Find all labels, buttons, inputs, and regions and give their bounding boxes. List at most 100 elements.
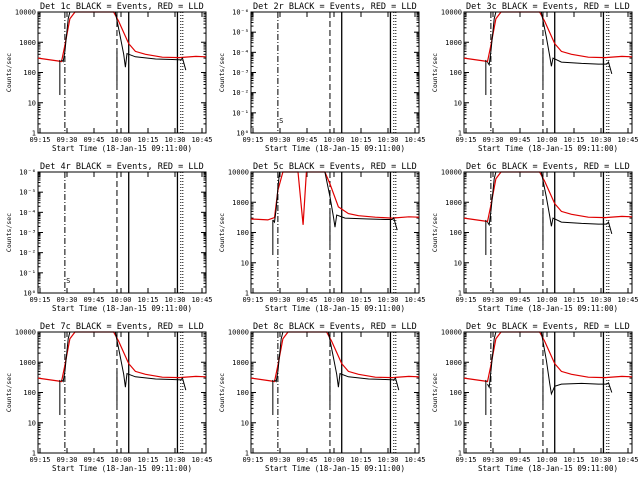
x-tick-label: 10:45: [191, 456, 212, 464]
y-tick-label: 10: [28, 99, 36, 107]
y-tick-label: 10: [454, 419, 462, 427]
x-tick-label: 10:45: [404, 456, 425, 464]
x-tick-label: 10:15: [137, 136, 158, 144]
x-tick-label: 10:15: [563, 296, 584, 304]
y-tick-label: 100: [236, 389, 249, 397]
x-tick-label: 10:00: [536, 136, 557, 144]
y-tick-label: 10000: [15, 9, 36, 17]
x-tick-label: 10:45: [191, 136, 212, 144]
y-tick-label: 10000: [441, 169, 462, 177]
panel-title: Det 8c BLACK = Events, RED = LLD: [253, 322, 417, 332]
y-tick-label: 10⁻⁴: [19, 209, 36, 217]
x-tick-label: 10:00: [536, 296, 557, 304]
panel-title: Det 3c BLACK = Events, RED = LLD: [466, 2, 630, 12]
panel-title: Det 9c BLACK = Events, RED = LLD: [466, 322, 630, 332]
x-axis-label: Start Time (18-Jan-15 09:11:00): [52, 304, 192, 313]
y-tick-label: 10⁰: [23, 290, 36, 298]
events-series-line: [272, 171, 398, 231]
panel-det4: Det 4r BLACK = Events, RED = LLD 10⁻⁶ 10⁻⁵…: [0, 160, 213, 320]
y-tick-label: 10⁻⁴: [232, 49, 249, 57]
x-tick-label: 09:45: [296, 296, 317, 304]
panel-det7: Det 7c BLACK = Events, RED = LLD 10000 100…: [0, 320, 213, 480]
y-tick-label: 1000: [232, 359, 249, 367]
x-tick-label: 10:00: [323, 296, 344, 304]
x-axis-label: Start Time (18-Jan-15 09:11:00): [265, 144, 405, 153]
events-series-line: [61, 331, 187, 391]
chart-svg: Det 4r BLACK = Events, RED = LLD 10⁻⁶ 10⁻⁵…: [5, 162, 213, 313]
x-tick-label: 09:45: [83, 296, 104, 304]
x-tick-label: 10:30: [377, 296, 398, 304]
x-tick-label: 09:30: [482, 296, 503, 304]
y-tick-label: 100: [449, 229, 462, 237]
x-tick-label: 09:30: [56, 296, 77, 304]
y-tick-label: 10000: [441, 329, 462, 337]
x-tick-label: 10:15: [350, 296, 371, 304]
x-tick-label: 09:45: [509, 456, 530, 464]
x-axis-label: Start Time (18-Jan-15 09:11:00): [478, 144, 618, 153]
y-tick-label: 10⁻⁵: [232, 29, 249, 37]
x-tick-label: 10:30: [377, 456, 398, 464]
x-tick-label: 09:15: [29, 136, 50, 144]
x-tick-label: 10:00: [323, 136, 344, 144]
x-tick-label: 10:00: [536, 456, 557, 464]
panel-det3: Det 3c BLACK = Events, RED = LLD 10000 100…: [426, 0, 639, 160]
x-tick-label: 10:30: [164, 136, 185, 144]
y-tick-label: 1000: [232, 199, 249, 207]
chart-svg: Det 9c BLACK = Events, RED = LLD 10000 10 0…: [431, 322, 639, 473]
x-tick-label: 10:30: [590, 456, 611, 464]
panel-title: Det 4r BLACK = Events, RED = LLD: [40, 162, 204, 172]
y-tick-label: 1: [32, 450, 36, 458]
y-tick-label: 10⁻⁶: [232, 9, 249, 17]
x-tick-label: 09:45: [296, 456, 317, 464]
y-tick-label: 10000: [228, 169, 249, 177]
y-tick-label: 10000: [15, 329, 36, 337]
x-axis-label: Start Time (18-Jan-15 09:11:00): [52, 144, 192, 153]
x-tick-label: 09:30: [269, 456, 290, 464]
y-tick-label: 1: [458, 450, 462, 458]
y-tick-label: 10: [28, 419, 36, 427]
x-tick-label: 09:30: [269, 136, 290, 144]
y-tick-label: 10: [241, 419, 249, 427]
panel-title: Det 5c BLACK = Events, RED = LLD: [253, 162, 417, 172]
y-tick-label: 100: [449, 69, 462, 77]
y-axis-label: Counts/sec: [431, 213, 439, 252]
chart-svg: Det 3c BLACK = Events, RED = LLD 10000 100…: [431, 2, 639, 153]
y-axis-label: Counts/sec: [5, 53, 13, 92]
y-tick-label: 100: [236, 229, 249, 237]
y-tick-label: 1000: [19, 359, 36, 367]
x-tick-label: 10:30: [590, 136, 611, 144]
x-tick-label: 10:15: [350, 136, 371, 144]
lld-series-line: [37, 331, 207, 383]
x-tick-label: 09:45: [296, 136, 317, 144]
y-tick-label: 10⁻³: [19, 229, 36, 237]
lld-series-line: [463, 331, 633, 383]
panel-title: Det 2r BLACK = Events, RED = LLD: [253, 2, 417, 12]
events-series-line: [487, 331, 613, 396]
x-tick-label: 10:30: [164, 456, 185, 464]
x-tick-label: 09:30: [269, 296, 290, 304]
y-axis-label: Counts/sec: [431, 53, 439, 92]
lld-series-line: [463, 11, 633, 63]
chart-svg: Det 1c BLACK = Events, RED = LLD10000100…: [5, 2, 213, 153]
y-axis-label: Counts/sec: [218, 373, 226, 412]
y-tick-label: 100: [23, 69, 36, 77]
y-axis-label: Counts/sec: [5, 373, 13, 412]
x-tick-label: 09:30: [56, 136, 77, 144]
annotation-glyph: S: [66, 277, 70, 285]
lld-series-line: [463, 171, 633, 223]
x-tick-label: 09:15: [455, 456, 476, 464]
y-tick-label: 100: [23, 389, 36, 397]
panel-det5: Det 5c BLACK = Events, RED = LLD 10000 100…: [213, 160, 426, 320]
x-tick-label: 10:00: [323, 456, 344, 464]
y-tick-label: 10⁻²: [19, 249, 36, 257]
x-tick-label: 10:45: [404, 136, 425, 144]
panel-title: Det 1c BLACK = Events, RED = LLD: [40, 2, 204, 12]
y-tick-label: 1000: [445, 199, 462, 207]
x-tick-label: 09:15: [455, 296, 476, 304]
chart-svg: Det 7c BLACK = Events, RED = LLD10000100…: [5, 322, 213, 473]
y-tick-label: 10⁻²: [232, 89, 249, 97]
y-tick-label: 10000: [441, 9, 462, 17]
y-tick-label: 1: [32, 130, 36, 138]
lld-series-line: [250, 171, 420, 225]
x-tick-label: 09:15: [29, 296, 50, 304]
